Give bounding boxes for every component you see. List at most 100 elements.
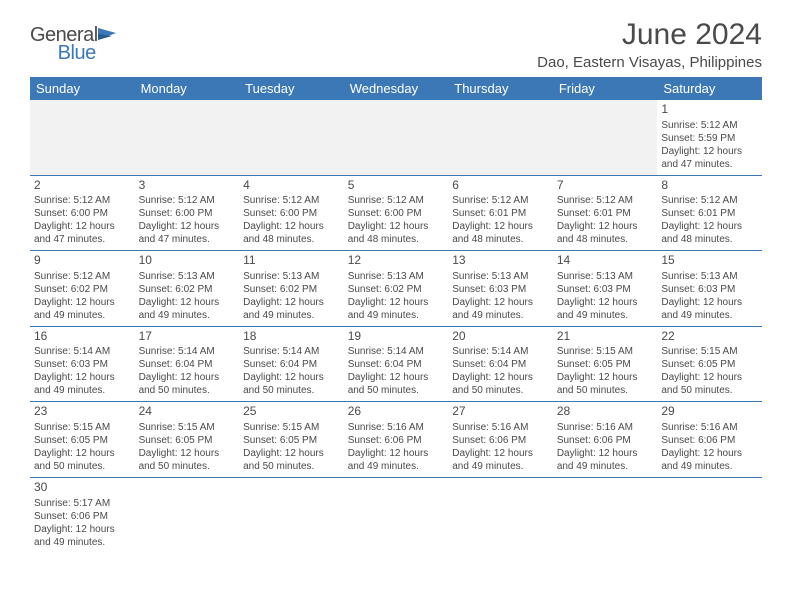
weekday-header: Friday [553, 77, 658, 100]
day-number: 8 [661, 178, 758, 194]
day-number: 22 [661, 329, 758, 345]
calendar-cell: 6Sunrise: 5:12 AMSunset: 6:01 PMDaylight… [448, 175, 553, 251]
location-text: Dao, Eastern Visayas, Philippines [537, 54, 762, 71]
calendar-cell [553, 100, 658, 175]
calendar-cell: 4Sunrise: 5:12 AMSunset: 6:00 PMDaylight… [239, 175, 344, 251]
day-details: Sunrise: 5:13 AMSunset: 6:02 PMDaylight:… [243, 270, 340, 322]
day-number: 19 [348, 329, 445, 345]
day-details: Sunrise: 5:12 AMSunset: 5:59 PMDaylight:… [661, 119, 758, 171]
day-details: Sunrise: 5:15 AMSunset: 6:05 PMDaylight:… [34, 421, 131, 473]
day-number: 26 [348, 404, 445, 420]
day-number: 25 [243, 404, 340, 420]
day-details: Sunrise: 5:12 AMSunset: 6:00 PMDaylight:… [139, 194, 236, 246]
calendar-cell: 22Sunrise: 5:15 AMSunset: 6:05 PMDayligh… [657, 326, 762, 402]
calendar-cell: 14Sunrise: 5:13 AMSunset: 6:03 PMDayligh… [553, 251, 658, 327]
title-block: June 2024 Dao, Eastern Visayas, Philippi… [537, 18, 762, 71]
day-number: 14 [557, 253, 654, 269]
day-details: Sunrise: 5:14 AMSunset: 6:04 PMDaylight:… [452, 345, 549, 397]
day-details: Sunrise: 5:15 AMSunset: 6:05 PMDaylight:… [557, 345, 654, 397]
calendar-cell [448, 100, 553, 175]
calendar-row: 23Sunrise: 5:15 AMSunset: 6:05 PMDayligh… [30, 402, 762, 478]
day-number: 16 [34, 329, 131, 345]
day-number: 10 [139, 253, 236, 269]
calendar-cell: 7Sunrise: 5:12 AMSunset: 6:01 PMDaylight… [553, 175, 658, 251]
calendar-cell: 13Sunrise: 5:13 AMSunset: 6:03 PMDayligh… [448, 251, 553, 327]
day-details: Sunrise: 5:12 AMSunset: 6:00 PMDaylight:… [348, 194, 445, 246]
day-number: 13 [452, 253, 549, 269]
calendar-cell: 12Sunrise: 5:13 AMSunset: 6:02 PMDayligh… [344, 251, 449, 327]
day-number: 18 [243, 329, 340, 345]
day-number: 12 [348, 253, 445, 269]
day-number: 5 [348, 178, 445, 194]
day-details: Sunrise: 5:14 AMSunset: 6:04 PMDaylight:… [139, 345, 236, 397]
calendar-cell [135, 477, 240, 552]
day-details: Sunrise: 5:14 AMSunset: 6:04 PMDaylight:… [243, 345, 340, 397]
weekday-header: Thursday [448, 77, 553, 100]
calendar-cell: 16Sunrise: 5:14 AMSunset: 6:03 PMDayligh… [30, 326, 135, 402]
calendar-cell: 8Sunrise: 5:12 AMSunset: 6:01 PMDaylight… [657, 175, 762, 251]
calendar-cell: 18Sunrise: 5:14 AMSunset: 6:04 PMDayligh… [239, 326, 344, 402]
day-details: Sunrise: 5:13 AMSunset: 6:02 PMDaylight:… [139, 270, 236, 322]
calendar-row: 30Sunrise: 5:17 AMSunset: 6:06 PMDayligh… [30, 477, 762, 552]
day-number: 20 [452, 329, 549, 345]
calendar-cell: 26Sunrise: 5:16 AMSunset: 6:06 PMDayligh… [344, 402, 449, 478]
weekday-header-row: Sunday Monday Tuesday Wednesday Thursday… [30, 77, 762, 100]
calendar-cell: 1Sunrise: 5:12 AMSunset: 5:59 PMDaylight… [657, 100, 762, 175]
calendar-cell: 30Sunrise: 5:17 AMSunset: 6:06 PMDayligh… [30, 477, 135, 552]
weekday-header: Saturday [657, 77, 762, 100]
day-details: Sunrise: 5:14 AMSunset: 6:04 PMDaylight:… [348, 345, 445, 397]
day-number: 24 [139, 404, 236, 420]
calendar-cell: 3Sunrise: 5:12 AMSunset: 6:00 PMDaylight… [135, 175, 240, 251]
calendar-cell: 21Sunrise: 5:15 AMSunset: 6:05 PMDayligh… [553, 326, 658, 402]
month-title: June 2024 [537, 18, 762, 52]
header: General Blue June 2024 Dao, Eastern Visa… [30, 18, 762, 71]
day-details: Sunrise: 5:15 AMSunset: 6:05 PMDaylight:… [243, 421, 340, 473]
calendar-cell: 9Sunrise: 5:12 AMSunset: 6:02 PMDaylight… [30, 251, 135, 327]
day-details: Sunrise: 5:13 AMSunset: 6:03 PMDaylight:… [557, 270, 654, 322]
calendar-cell: 23Sunrise: 5:15 AMSunset: 6:05 PMDayligh… [30, 402, 135, 478]
day-details: Sunrise: 5:16 AMSunset: 6:06 PMDaylight:… [452, 421, 549, 473]
day-number: 9 [34, 253, 131, 269]
calendar-cell: 20Sunrise: 5:14 AMSunset: 6:04 PMDayligh… [448, 326, 553, 402]
weekday-header: Tuesday [239, 77, 344, 100]
day-details: Sunrise: 5:12 AMSunset: 6:01 PMDaylight:… [661, 194, 758, 246]
calendar-cell [344, 477, 449, 552]
day-details: Sunrise: 5:16 AMSunset: 6:06 PMDaylight:… [348, 421, 445, 473]
day-number: 28 [557, 404, 654, 420]
day-number: 15 [661, 253, 758, 269]
calendar-cell: 10Sunrise: 5:13 AMSunset: 6:02 PMDayligh… [135, 251, 240, 327]
calendar-cell: 11Sunrise: 5:13 AMSunset: 6:02 PMDayligh… [239, 251, 344, 327]
day-number: 6 [452, 178, 549, 194]
day-number: 27 [452, 404, 549, 420]
calendar-table: Sunday Monday Tuesday Wednesday Thursday… [30, 77, 762, 553]
day-details: Sunrise: 5:17 AMSunset: 6:06 PMDaylight:… [34, 497, 131, 549]
weekday-header: Wednesday [344, 77, 449, 100]
calendar-cell: 27Sunrise: 5:16 AMSunset: 6:06 PMDayligh… [448, 402, 553, 478]
calendar-cell: 29Sunrise: 5:16 AMSunset: 6:06 PMDayligh… [657, 402, 762, 478]
calendar-cell [135, 100, 240, 175]
calendar-cell: 17Sunrise: 5:14 AMSunset: 6:04 PMDayligh… [135, 326, 240, 402]
calendar-cell: 28Sunrise: 5:16 AMSunset: 6:06 PMDayligh… [553, 402, 658, 478]
day-number: 11 [243, 253, 340, 269]
weekday-header: Sunday [30, 77, 135, 100]
calendar-cell [344, 100, 449, 175]
day-details: Sunrise: 5:13 AMSunset: 6:02 PMDaylight:… [348, 270, 445, 322]
weekday-header: Monday [135, 77, 240, 100]
calendar-cell: 5Sunrise: 5:12 AMSunset: 6:00 PMDaylight… [344, 175, 449, 251]
calendar-cell: 15Sunrise: 5:13 AMSunset: 6:03 PMDayligh… [657, 251, 762, 327]
day-details: Sunrise: 5:12 AMSunset: 6:00 PMDaylight:… [34, 194, 131, 246]
day-number: 30 [34, 480, 131, 496]
day-details: Sunrise: 5:12 AMSunset: 6:02 PMDaylight:… [34, 270, 131, 322]
logo-text-blue: Blue [58, 42, 96, 64]
day-number: 3 [139, 178, 236, 194]
logo: General Blue [30, 18, 160, 47]
day-details: Sunrise: 5:14 AMSunset: 6:03 PMDaylight:… [34, 345, 131, 397]
logo-flag-icon [98, 26, 120, 47]
day-number: 2 [34, 178, 131, 194]
calendar-cell [30, 100, 135, 175]
day-number: 4 [243, 178, 340, 194]
calendar-row: 9Sunrise: 5:12 AMSunset: 6:02 PMDaylight… [30, 251, 762, 327]
day-details: Sunrise: 5:12 AMSunset: 6:01 PMDaylight:… [452, 194, 549, 246]
day-number: 7 [557, 178, 654, 194]
day-details: Sunrise: 5:16 AMSunset: 6:06 PMDaylight:… [557, 421, 654, 473]
